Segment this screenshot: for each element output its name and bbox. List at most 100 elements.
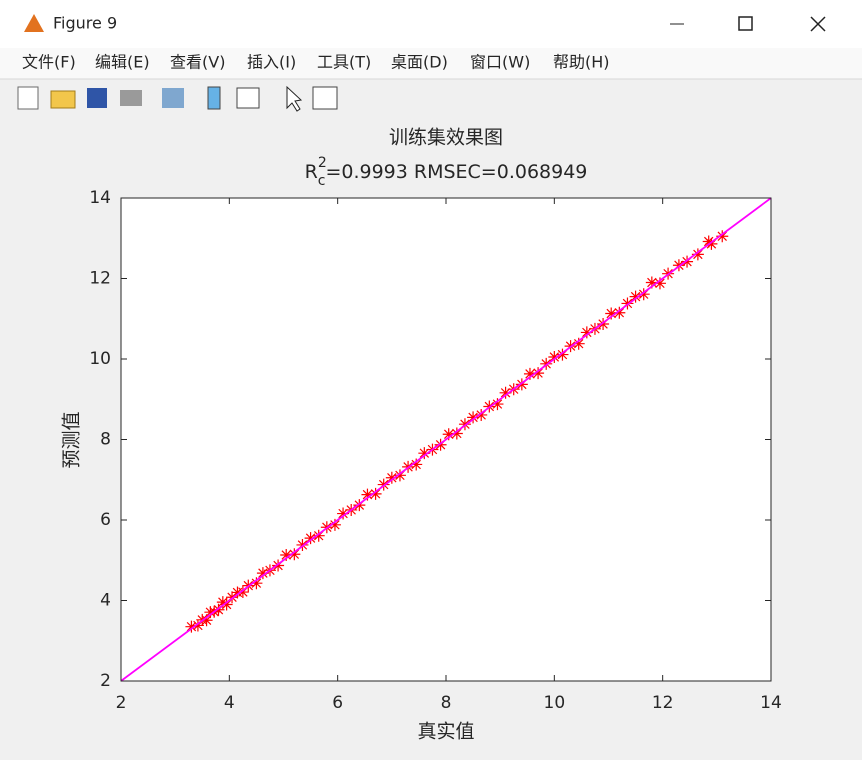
data-point bbox=[499, 386, 512, 399]
menu-item[interactable]: 工具(T) bbox=[317, 53, 371, 72]
data-point bbox=[691, 248, 704, 261]
x-tick-label: 10 bbox=[544, 693, 566, 713]
new-icon[interactable] bbox=[17, 86, 39, 110]
print-icon[interactable] bbox=[120, 90, 142, 106]
y-tick-label: 8 bbox=[100, 430, 111, 450]
menu-bar bbox=[0, 48, 862, 79]
data-point bbox=[458, 418, 471, 431]
y-tick-label: 10 bbox=[89, 349, 111, 369]
chart-subtitle: R2 c=0.9993 RMSEC=0.068949 bbox=[305, 155, 588, 189]
data-point bbox=[256, 567, 269, 580]
x-tick-label: 2 bbox=[116, 693, 127, 713]
y-tick-label: 12 bbox=[89, 269, 111, 289]
data-point bbox=[548, 350, 561, 363]
data-point bbox=[515, 378, 528, 391]
data-point bbox=[296, 538, 309, 551]
data-point bbox=[410, 458, 423, 471]
subtitle-base: R bbox=[305, 161, 318, 183]
menu-item[interactable]: 桌面(D) bbox=[391, 53, 448, 72]
data-point bbox=[220, 598, 233, 611]
data-point bbox=[236, 586, 249, 599]
data-point bbox=[672, 259, 685, 272]
data-point bbox=[304, 532, 317, 545]
legend-icon[interactable] bbox=[236, 87, 260, 109]
subtitle-sub: c bbox=[318, 173, 326, 189]
y-axis-label: 预测值 bbox=[61, 411, 83, 468]
data-point bbox=[385, 471, 398, 484]
data-point bbox=[191, 619, 204, 632]
data-point bbox=[532, 367, 545, 380]
pointer-icon[interactable] bbox=[286, 85, 303, 112]
data-point bbox=[434, 438, 447, 451]
title-bar bbox=[0, 0, 862, 48]
data-point bbox=[450, 427, 463, 440]
data-point bbox=[613, 306, 626, 319]
y-tick-label: 6 bbox=[100, 510, 111, 530]
menu-item[interactable]: 编辑(E) bbox=[95, 53, 150, 72]
toolbar bbox=[17, 85, 338, 112]
data-point bbox=[418, 447, 431, 460]
close-button[interactable] bbox=[810, 16, 826, 32]
x-tick-label: 12 bbox=[652, 693, 674, 713]
data-point bbox=[393, 469, 406, 482]
x-tick-label: 14 bbox=[760, 693, 782, 713]
data-point bbox=[442, 428, 455, 441]
data-point bbox=[716, 230, 729, 243]
data-point bbox=[353, 499, 366, 512]
subtitle-sup: 2 bbox=[318, 155, 327, 171]
data-point bbox=[572, 337, 585, 350]
data-point bbox=[312, 529, 325, 542]
data-point bbox=[250, 577, 263, 590]
data-point bbox=[185, 620, 198, 633]
x-axis-label: 真实值 bbox=[417, 721, 474, 743]
menu: 文件(F) 编辑(E) 查看(V) 插入(I) 工具(T) 桌面(D) 窗口(W) 帮助(H) bbox=[22, 53, 610, 72]
maximize-button[interactable] bbox=[738, 16, 753, 31]
menu-item[interactable]: 插入(I) bbox=[247, 53, 296, 72]
subtitle-rest: =0.9993 RMSEC=0.068949 bbox=[325, 161, 587, 183]
data-point bbox=[377, 478, 390, 491]
data-point bbox=[200, 614, 213, 627]
data-point bbox=[705, 237, 718, 250]
propedit-icon[interactable] bbox=[312, 86, 338, 110]
window-title: Figure 9 bbox=[53, 14, 117, 33]
data-point bbox=[580, 326, 593, 339]
link-icon[interactable] bbox=[162, 88, 184, 108]
data-point bbox=[523, 367, 536, 380]
data-point bbox=[212, 603, 225, 616]
data-point bbox=[337, 507, 350, 520]
data-point bbox=[621, 297, 634, 310]
data-point bbox=[216, 596, 229, 609]
data-point bbox=[491, 398, 504, 411]
data-point bbox=[645, 276, 658, 289]
y-tick-label: 14 bbox=[89, 188, 111, 208]
menu-item[interactable]: 文件(F) bbox=[22, 53, 76, 72]
data-point bbox=[328, 518, 341, 531]
data-point bbox=[629, 290, 642, 303]
data-point bbox=[637, 288, 650, 301]
data-point bbox=[475, 408, 488, 421]
data-point bbox=[653, 277, 666, 290]
menu-item[interactable]: 查看(V) bbox=[170, 53, 225, 72]
data-point bbox=[361, 488, 374, 501]
app-icon bbox=[24, 14, 44, 32]
data-point bbox=[681, 255, 694, 268]
x-tick-label: 4 bbox=[224, 693, 235, 713]
chart-title: 训练集效果图 bbox=[389, 127, 503, 149]
axes-box bbox=[120, 197, 772, 682]
data-point bbox=[280, 549, 293, 562]
reference-line bbox=[120, 197, 772, 682]
data-point bbox=[556, 348, 569, 361]
menu-item[interactable]: 窗口(W) bbox=[470, 53, 530, 72]
y-tick-label: 4 bbox=[100, 591, 111, 611]
data-point bbox=[540, 357, 553, 370]
data-point bbox=[369, 487, 382, 500]
data-point bbox=[226, 591, 239, 604]
open-icon[interactable] bbox=[50, 90, 76, 109]
save-icon[interactable] bbox=[87, 88, 107, 108]
data-point bbox=[272, 559, 285, 572]
colorbar-icon[interactable] bbox=[207, 86, 221, 110]
menu-item[interactable]: 帮助(H) bbox=[553, 53, 610, 72]
y-tick-label: 2 bbox=[100, 671, 111, 691]
